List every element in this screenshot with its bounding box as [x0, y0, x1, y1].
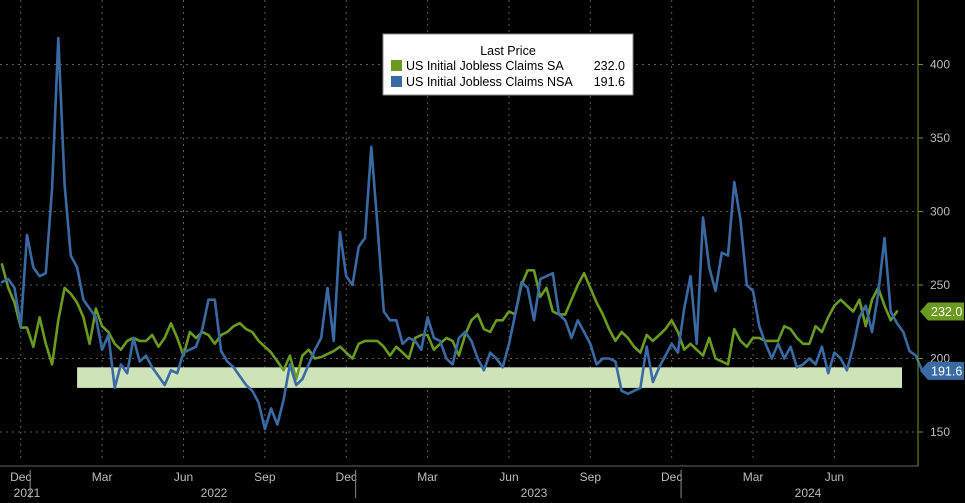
- x-year-label: 2024: [795, 486, 822, 498]
- legend-value-sa: 232.0: [594, 59, 625, 73]
- x-year-label: 2022: [201, 486, 228, 498]
- last-value-tag-sa: [920, 302, 964, 321]
- legend-value-nsa: 191.6: [594, 75, 625, 89]
- band-layer: [77, 367, 902, 388]
- x-month-label: Dec: [661, 470, 682, 484]
- legend-title: Last Price: [480, 44, 536, 58]
- x-month-label: Mar: [92, 470, 113, 484]
- x-year-label: 2021: [14, 486, 41, 498]
- legend-label-nsa: US Initial Jobless Claims NSA: [406, 75, 573, 89]
- y-tick-label: 300: [930, 205, 950, 219]
- legend-label-sa: US Initial Jobless Claims SA: [406, 59, 564, 73]
- x-month-label: Dec: [10, 470, 31, 484]
- legend-swatch-sa: [391, 60, 402, 71]
- x-month-label: Sep: [580, 470, 602, 484]
- last-value-label-nsa: 191.6: [931, 364, 962, 378]
- x-month-label: Mar: [417, 470, 438, 484]
- x-month-label: Dec: [336, 470, 357, 484]
- legend-box: [382, 33, 634, 96]
- series-layer: [0, 36, 924, 431]
- highlight-band: [77, 367, 902, 388]
- x-month-label: Jun: [825, 470, 844, 484]
- x-year-label: 2023: [521, 486, 548, 498]
- last-value-labels: 232.0 191.6: [920, 302, 964, 380]
- last-value-tag-nsa: [920, 361, 964, 380]
- last-value-label-sa: 232.0: [931, 305, 962, 319]
- x-month-label: Jun: [499, 470, 518, 484]
- y-tick-label: 150: [930, 425, 950, 439]
- y-tick-label: 400: [930, 58, 950, 72]
- y-tick-label: 250: [930, 278, 950, 292]
- legend: Last Price US Initial Jobless Claims SA …: [382, 33, 634, 96]
- x-month-label: Jun: [174, 470, 193, 484]
- series-line-nsa: [0, 36, 924, 431]
- legend-swatch-nsa: [391, 76, 402, 87]
- series-line-sa: [0, 263, 899, 381]
- x-month-label: Sep: [254, 470, 276, 484]
- y-tick-label: 350: [930, 131, 950, 145]
- x-month-label: Mar: [743, 470, 764, 484]
